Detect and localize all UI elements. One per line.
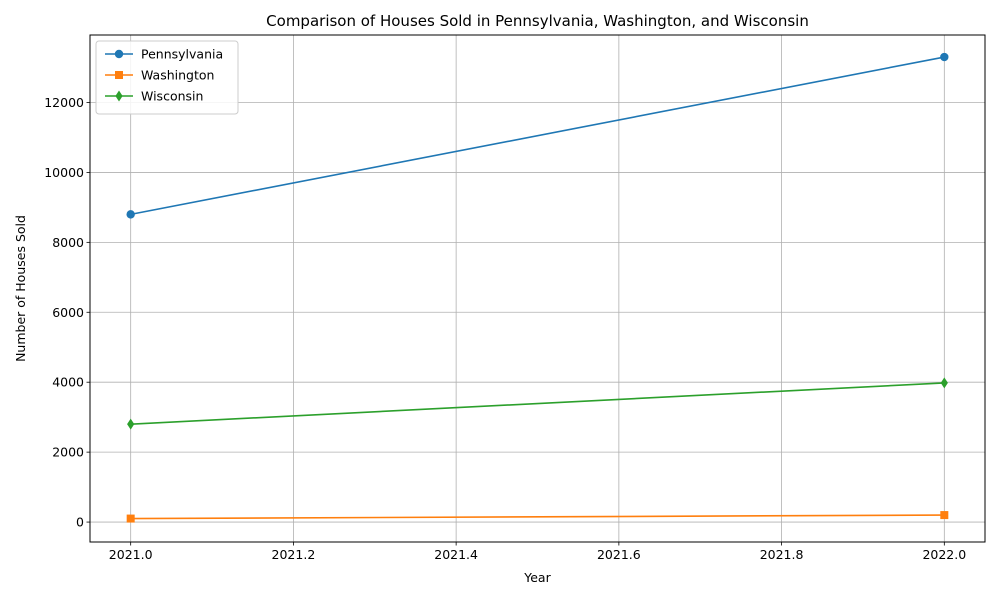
- legend-label: Pennsylvania: [141, 47, 223, 62]
- legend-item-wisconsin: Wisconsin: [105, 89, 203, 104]
- legend-marker: [114, 49, 124, 59]
- data-point: [126, 514, 135, 523]
- series-layer: [126, 52, 949, 523]
- y-tick-label: 6000: [52, 305, 84, 320]
- legend-item-pennsylvania: Pennsylvania: [105, 47, 223, 62]
- legend-item-washington: Washington: [105, 68, 214, 83]
- series-pennsylvania: [126, 52, 949, 219]
- legend-marker: [115, 90, 123, 102]
- data-point: [940, 52, 949, 62]
- y-tick-label: 8000: [52, 235, 84, 250]
- legend-label: Washington: [141, 68, 214, 83]
- chart-title: Comparison of Houses Sold in Pennsylvani…: [266, 12, 809, 30]
- data-point: [126, 210, 135, 219]
- data-point: [127, 418, 135, 430]
- y-tick-label: 12000: [44, 95, 84, 110]
- x-tick-label: 2021.8: [760, 547, 804, 562]
- grid: [90, 35, 985, 542]
- x-tick-label: 2021.2: [272, 547, 316, 562]
- series-wisconsin: [127, 377, 948, 430]
- y-tick-label: 0: [76, 515, 84, 530]
- series-line: [130, 56, 945, 216]
- series-line: [130, 514, 945, 520]
- x-tick-label: 2021.6: [597, 547, 641, 562]
- x-tick-label: 2022.0: [922, 547, 966, 562]
- legend: Pennsylvania Washington Wisconsin: [95, 40, 239, 115]
- y-axis-title: Number of Houses Sold: [13, 215, 28, 362]
- data-point: [940, 377, 948, 389]
- series-line: [130, 382, 945, 425]
- series-washington: [126, 511, 949, 523]
- x-tick-label: 2021.0: [109, 547, 153, 562]
- x-axis-title: Year: [523, 570, 551, 585]
- axis-ticks: 2021.0 2021.2 2021.4 2021.6 2021.8 2022.0 0 200…: [44, 95, 966, 562]
- y-tick-label: 4000: [52, 375, 84, 390]
- legend-label: Wisconsin: [141, 89, 203, 104]
- y-tick-label: 2000: [52, 445, 84, 460]
- y-tick-label: 10000: [44, 165, 84, 180]
- x-tick-label: 2021.4: [434, 547, 478, 562]
- plot-frame: [89, 34, 986, 543]
- data-point: [940, 511, 949, 520]
- legend-marker: [115, 71, 123, 79]
